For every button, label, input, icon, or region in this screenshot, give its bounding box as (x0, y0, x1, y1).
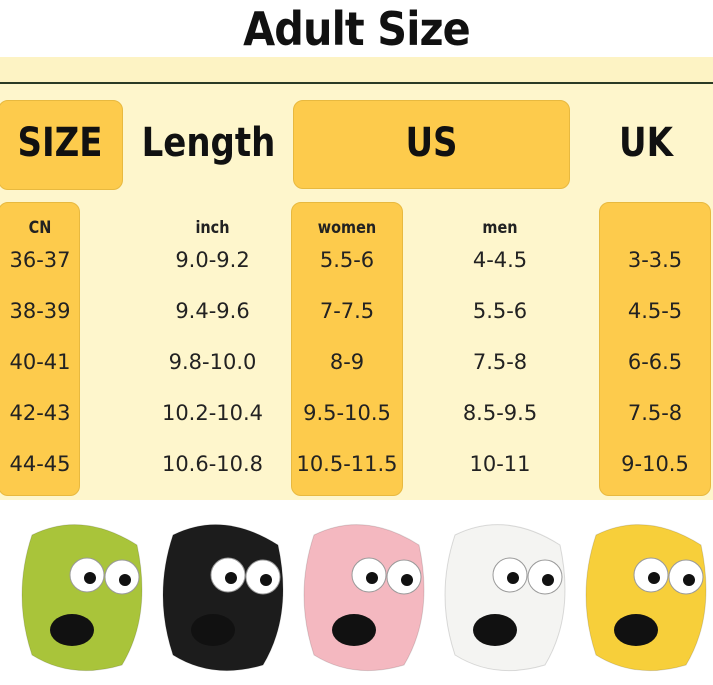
divider (0, 82, 713, 84)
table-cell: 38-39 (9, 299, 71, 323)
subheader: women (317, 218, 377, 238)
slipper-images (21, 524, 707, 672)
header-length: Length (141, 120, 276, 166)
table-cell: 9.0-9.2 (175, 248, 250, 272)
table-cell: 42-43 (9, 401, 71, 425)
table-cell: 8.5-9.5 (462, 401, 538, 425)
table-cell: 7-7.5 (319, 299, 375, 323)
table-cell: 10.6-10.8 (161, 452, 264, 476)
cn-column-box (0, 202, 80, 496)
page-title: Adult Size (243, 2, 471, 56)
table-cell: 9-10.5 (621, 452, 689, 476)
table-cell: 40-41 (9, 350, 71, 374)
table-cell: 36-37 (9, 248, 71, 272)
header-us: US (405, 120, 458, 166)
subheader: CN (28, 218, 52, 238)
table-cell: 10.2-10.4 (161, 401, 264, 425)
size-table: SIZE Length US UK CN inch women men 36-37 9.0… (0, 84, 713, 500)
uk-column-box (599, 202, 711, 496)
table-cell: 9.4-9.6 (175, 299, 250, 323)
header-uk: UK (619, 120, 673, 166)
table-cell: 5.5-6 (472, 299, 528, 323)
table-cell: 4.5-5 (627, 299, 683, 323)
slipper-pink (303, 524, 425, 672)
table-cell: 44-45 (9, 452, 71, 476)
subheader: inch (195, 218, 230, 238)
table-cell: 9.5-10.5 (303, 401, 391, 425)
table-cell: 4-4.5 (472, 248, 528, 272)
slipper-green (21, 524, 143, 672)
table-cell: 9.8-10.0 (168, 350, 257, 374)
table-cell: 7.5-8 (627, 401, 683, 425)
table-cell: 8-9 (329, 350, 365, 374)
header-band (0, 57, 713, 83)
table-cell: 5.5-6 (319, 248, 375, 272)
table-cell: 6-6.5 (627, 350, 683, 374)
table-cell: 10.5-11.5 (296, 452, 398, 476)
slipper-black (162, 524, 284, 672)
slipper-yellow (585, 524, 707, 672)
table-cell: 7.5-8 (472, 350, 528, 374)
subheader: men (482, 218, 518, 238)
women-column-box (291, 202, 403, 496)
slipper-white (444, 524, 566, 672)
us-header-box (293, 100, 570, 189)
table-cell: 10-11 (469, 452, 531, 476)
size-header-box (0, 100, 123, 190)
header-size: SIZE (17, 120, 103, 166)
table-cell: 3-3.5 (627, 248, 683, 272)
